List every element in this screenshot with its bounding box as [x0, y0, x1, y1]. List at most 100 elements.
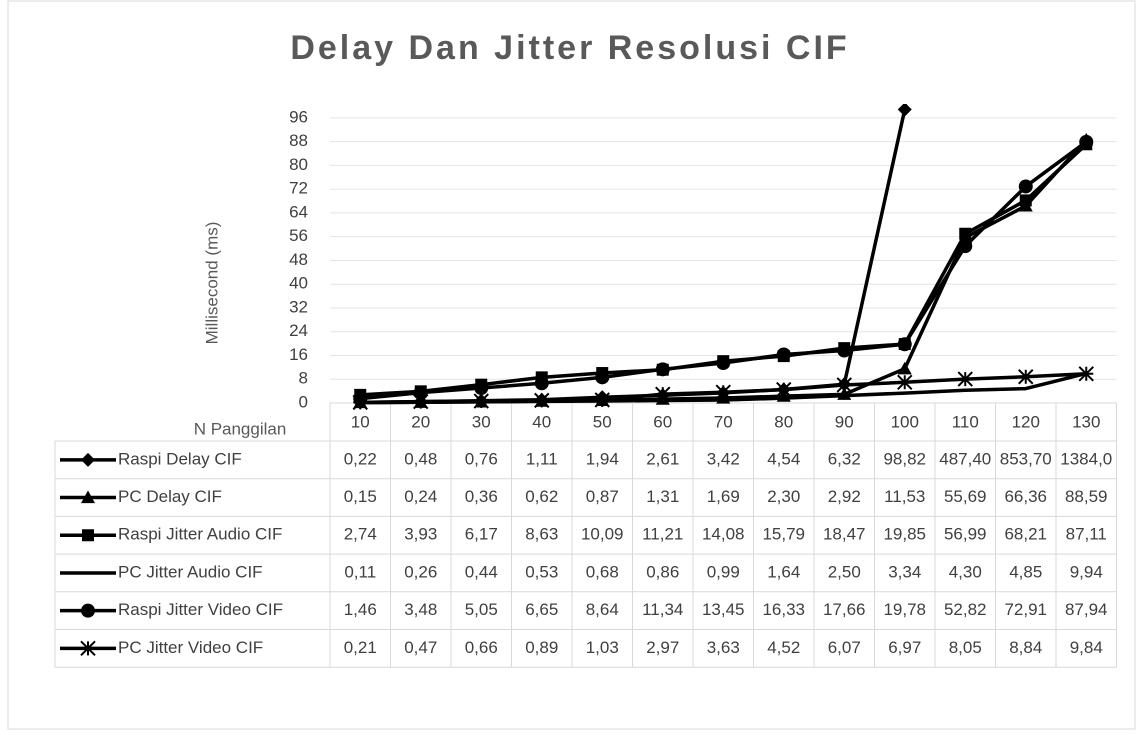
table-cell: 1,64: [767, 562, 800, 581]
table-cell: 56,99: [944, 525, 987, 544]
table-cell: 16,33: [762, 600, 805, 619]
table-cell: 2,30: [767, 487, 800, 506]
table-cell: 3,42: [707, 449, 740, 468]
table-cell: 4,52: [767, 638, 800, 657]
marker: [776, 381, 792, 398]
marker: [897, 337, 912, 352]
table-cell: 1384,0: [1060, 449, 1112, 468]
table-cell: 0,22: [344, 449, 377, 468]
table-cell: 3,63: [707, 638, 740, 657]
marker: [716, 356, 731, 371]
marker: [837, 343, 852, 358]
table-cell: 0,62: [525, 487, 558, 506]
table-cell: 0,44: [465, 562, 498, 581]
x-tick-label: 50: [593, 412, 612, 431]
x-tick-label: 100: [891, 412, 919, 431]
y-tick-label: 32: [289, 297, 308, 316]
table-cell: 0,21: [344, 638, 377, 657]
marker: [1018, 369, 1034, 385]
table-cell: 0,68: [586, 562, 619, 581]
table-cell: 4,30: [949, 562, 982, 581]
marker: [534, 392, 550, 409]
table-cell: 52,82: [944, 600, 987, 619]
marker: [352, 394, 368, 411]
y-tick-label: 40: [289, 274, 308, 293]
table-cell: 6,32: [828, 449, 861, 468]
table-cell: 0,36: [465, 487, 498, 506]
marker: [473, 393, 489, 409]
marker: [534, 376, 549, 391]
marker: [81, 603, 95, 618]
x-axis-title: N Panggilan: [194, 419, 287, 438]
marker: [474, 381, 489, 396]
table-cell: 6,97: [888, 638, 921, 657]
table-cell: 0,24: [404, 487, 437, 506]
table-cell: 0,47: [404, 638, 437, 657]
table-cell: 1,69: [707, 487, 740, 506]
y-tick-label: 48: [289, 250, 308, 269]
marker: [595, 370, 610, 385]
x-tick-label: 20: [411, 412, 430, 431]
x-tick-label: 90: [835, 412, 854, 431]
table-cell: 66,36: [1004, 487, 1047, 506]
table-cell: 0,86: [646, 562, 679, 581]
x-tick-label: 110: [952, 412, 979, 431]
table-cell: 0,89: [525, 638, 558, 657]
marker: [776, 347, 791, 362]
marker: [1078, 366, 1094, 382]
legend-label: PC Jitter Video CIF: [118, 638, 263, 657]
y-tick-label: 96: [289, 107, 308, 126]
marker: [836, 377, 852, 393]
table-cell: 6,17: [465, 525, 498, 544]
table-cell: 11,21: [642, 525, 683, 544]
table-cell: 8,84: [1009, 638, 1042, 657]
table-cell: 87,94: [1065, 600, 1108, 619]
table-cell: 11,53: [884, 487, 925, 506]
table-cell: 2,97: [646, 638, 679, 657]
x-tick-label: 60: [653, 412, 672, 431]
table-cell: 88,59: [1065, 487, 1108, 506]
table-cell: 0,53: [525, 562, 558, 581]
table-cell: 1,31: [646, 487, 679, 506]
y-tick-label: 56: [289, 226, 308, 245]
table-cell: 8,05: [949, 638, 982, 657]
marker: [413, 385, 428, 400]
y-tick-label: 64: [289, 202, 308, 221]
marker: [655, 362, 670, 377]
table-cell: 1,46: [344, 600, 377, 619]
marker: [957, 371, 973, 387]
marker: [897, 361, 912, 375]
x-tick-label: 40: [532, 412, 551, 431]
marker: [1018, 179, 1033, 194]
table-cell: 87,11: [1066, 525, 1107, 544]
table-cell: 55,69: [944, 487, 987, 506]
y-tick-label: 0: [299, 392, 308, 411]
table-cell: 3,34: [888, 562, 921, 581]
marker: [594, 392, 610, 408]
table-cell: 19,78: [883, 600, 926, 619]
table-cell: 8,64: [586, 600, 619, 619]
marker: [897, 104, 912, 117]
x-tick-label: 10: [351, 412, 370, 431]
marker: [655, 386, 671, 402]
table-cell: 6,07: [828, 638, 861, 657]
table-cell: 3,48: [404, 600, 437, 619]
table-cell: 14,08: [702, 525, 745, 544]
table-cell: 6,65: [525, 600, 558, 619]
table-cell: 17,66: [823, 600, 866, 619]
table-cell: 0,66: [465, 638, 498, 657]
table-cell: 9,84: [1070, 638, 1103, 657]
table-cell: 10,09: [581, 525, 624, 544]
legend-label: Raspi Jitter Audio CIF: [118, 525, 282, 544]
y-tick-label: 80: [289, 155, 308, 174]
marker: [715, 384, 731, 400]
table-cell: 853,70: [1000, 449, 1052, 468]
x-tick-label: 120: [1012, 412, 1040, 431]
table-cell: 2,74: [344, 525, 377, 544]
table-cell: 9,94: [1070, 562, 1103, 581]
marker: [82, 529, 94, 542]
table-cell: 2,61: [646, 449, 679, 468]
y-axis-title: Millisecond (ms): [202, 222, 221, 345]
table-cell: 18,47: [823, 525, 866, 544]
